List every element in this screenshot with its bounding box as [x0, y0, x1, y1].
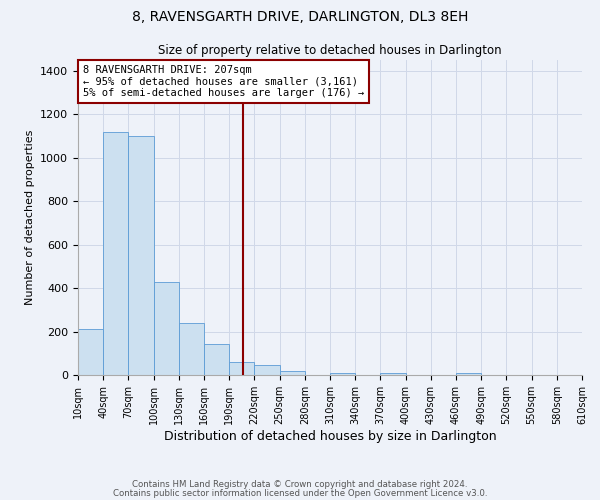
X-axis label: Distribution of detached houses by size in Darlington: Distribution of detached houses by size … — [164, 430, 496, 442]
Bar — [280, 370, 305, 375]
Bar — [254, 365, 280, 375]
Bar — [179, 323, 204, 375]
Text: Contains public sector information licensed under the Open Government Licence v3: Contains public sector information licen… — [113, 488, 487, 498]
Bar — [380, 373, 406, 375]
Text: 8, RAVENSGARTH DRIVE, DARLINGTON, DL3 8EH: 8, RAVENSGARTH DRIVE, DARLINGTON, DL3 8E… — [132, 10, 468, 24]
Bar — [103, 132, 128, 375]
Y-axis label: Number of detached properties: Number of detached properties — [25, 130, 35, 305]
Bar — [456, 373, 481, 375]
Bar — [154, 282, 179, 375]
Text: 8 RAVENSGARTH DRIVE: 207sqm
← 95% of detached houses are smaller (3,161)
5% of s: 8 RAVENSGARTH DRIVE: 207sqm ← 95% of det… — [83, 64, 364, 98]
Bar — [330, 373, 355, 375]
Title: Size of property relative to detached houses in Darlington: Size of property relative to detached ho… — [158, 44, 502, 58]
Bar — [204, 344, 229, 375]
Bar — [78, 330, 103, 375]
Bar — [128, 136, 154, 375]
Bar — [229, 362, 254, 375]
Text: Contains HM Land Registry data © Crown copyright and database right 2024.: Contains HM Land Registry data © Crown c… — [132, 480, 468, 489]
